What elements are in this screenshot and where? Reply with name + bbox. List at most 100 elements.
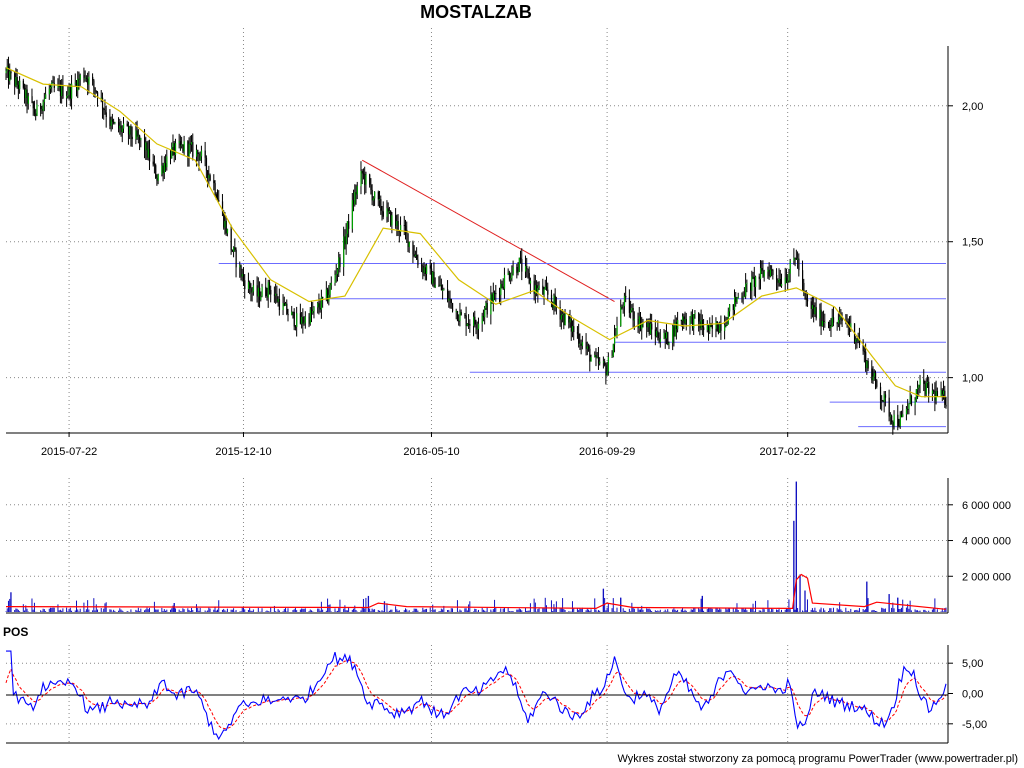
candle-body [882, 401, 884, 403]
candle-body [275, 293, 277, 296]
candle-body [753, 277, 755, 287]
candle-body [282, 302, 284, 311]
candle-body [131, 136, 133, 140]
candle-body [742, 296, 744, 298]
candle-body [100, 97, 102, 99]
pos-y-tick-label: -5,00 [962, 719, 987, 731]
candle-body [533, 280, 535, 294]
candle-body [97, 92, 99, 99]
candle-body [166, 156, 168, 168]
candle-body [543, 289, 545, 295]
candle-body [798, 258, 800, 271]
candle-body [59, 86, 62, 97]
candle-body [348, 221, 350, 229]
candle-body [863, 351, 866, 353]
candle-body [475, 324, 477, 330]
candle-body [422, 266, 424, 273]
candle-body [152, 161, 154, 165]
candle-body [257, 287, 260, 297]
candle-body [580, 343, 582, 346]
candle-body [200, 150, 203, 157]
candle-body [865, 351, 867, 369]
candle-body [743, 296, 746, 298]
candle-body [45, 94, 47, 99]
candle-body [291, 311, 293, 316]
candle-body [659, 338, 661, 342]
candle-body [74, 82, 76, 84]
candle-body [370, 184, 372, 190]
moving-average-line [5, 67, 946, 398]
candle-body [568, 314, 570, 323]
candle-body [195, 149, 198, 157]
candle-body [729, 304, 731, 312]
candle-body [701, 319, 704, 328]
price-panel: 1,00 1,50 2,00 2015-07-22 2015-12-10 2016-05… [5, 28, 983, 458]
candle-body [836, 322, 838, 324]
candle-body [448, 298, 450, 301]
candle-body [552, 301, 554, 308]
candle-body [165, 163, 167, 168]
candle-body [875, 372, 877, 381]
candle-body [872, 376, 874, 381]
candle-body [909, 396, 911, 404]
candle-body [40, 104, 42, 110]
candle-body [377, 191, 379, 200]
candle-body [161, 165, 163, 175]
candle-body [919, 379, 921, 385]
pos-line [6, 650, 947, 741]
candle-body [564, 314, 566, 326]
candle-body [751, 276, 753, 291]
candle-body [41, 109, 43, 111]
candle-body [511, 273, 513, 279]
candle-body [862, 345, 864, 352]
candle-body [917, 387, 919, 390]
candle-body [628, 297, 631, 313]
candle-body [27, 96, 29, 104]
candle-body [249, 282, 251, 289]
candle-body [640, 316, 642, 330]
candle-body [538, 285, 540, 289]
candle-body [414, 254, 417, 257]
candle-body [244, 280, 246, 290]
pos-panel: POS -5,00 0,00 5,00 [3, 625, 987, 744]
volume-bars [5, 481, 947, 612]
candle-body [69, 87, 72, 99]
candle-body [536, 285, 538, 293]
candle-body [720, 323, 722, 331]
candle-body [647, 323, 649, 328]
candle-body [265, 286, 267, 296]
candle-body [736, 297, 738, 302]
candle-body [317, 303, 319, 308]
candle-body [318, 303, 320, 308]
candle-body [189, 143, 191, 145]
candle-body [510, 278, 512, 280]
candle-body [408, 241, 410, 247]
candle-body [516, 267, 518, 273]
candle-body [395, 215, 397, 226]
candle-body [554, 295, 556, 305]
candle-body [320, 296, 323, 310]
candle-body [673, 326, 675, 337]
candle-body [486, 302, 488, 315]
candle-body [287, 313, 289, 316]
candle-body [621, 306, 623, 308]
candle-body [794, 257, 796, 259]
pos-lines [5, 650, 947, 741]
candle-body [665, 332, 668, 339]
candle-body [596, 356, 598, 358]
candle-body [715, 321, 717, 329]
candle-body [789, 260, 791, 274]
candle-body [172, 143, 174, 148]
candle-body [777, 280, 779, 283]
candle-body [214, 183, 216, 195]
candle-body [450, 299, 452, 304]
candle-body [379, 199, 381, 201]
candle-body [698, 312, 700, 322]
candle-body [590, 357, 592, 362]
candle-body [907, 408, 909, 410]
candle-body [42, 101, 44, 111]
candle-body [336, 269, 339, 275]
candle-body [33, 108, 36, 114]
candle-body [362, 173, 365, 175]
candle-body [372, 198, 375, 201]
